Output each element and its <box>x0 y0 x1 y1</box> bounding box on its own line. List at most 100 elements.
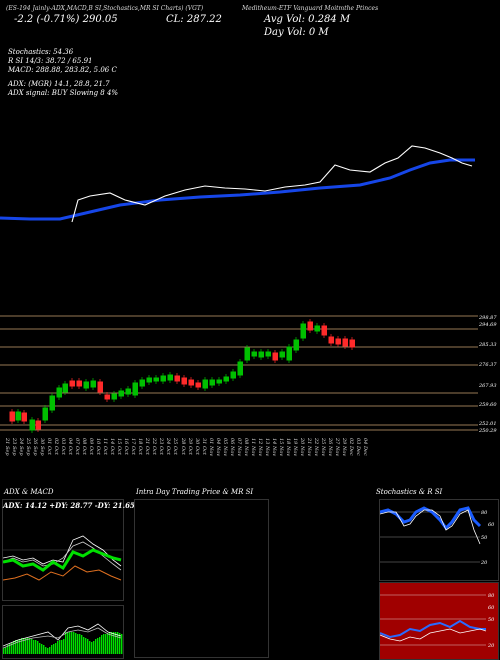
rsi-line <box>380 619 486 639</box>
candlestick <box>279 351 285 358</box>
adx-minus-di-line <box>3 565 122 581</box>
macd-histogram-bar <box>19 639 21 654</box>
candlestick <box>237 361 243 376</box>
date-tick-label: 08 Oct <box>81 438 88 455</box>
candlestick <box>307 321 313 331</box>
date-tick-label: 06 Nov <box>228 438 235 457</box>
date-tick-label: 29 Oct <box>186 438 193 455</box>
date-tick-label: 04 Oct <box>67 438 74 455</box>
candlestick <box>286 346 292 361</box>
macd-histogram-bar <box>55 643 57 654</box>
date-tick-label: 01 Oct <box>46 438 53 455</box>
date-tick-label: 15 Nov <box>277 438 284 457</box>
date-tick-label: 25 Nov <box>319 438 326 457</box>
macd-histogram-bar <box>27 638 29 654</box>
candlestick <box>69 380 75 387</box>
price-level-label: 250.29 <box>479 428 497 434</box>
macd-histogram-bar <box>69 632 71 654</box>
date-tick-label: 03 Dec <box>355 438 361 456</box>
adx-plus-di-line <box>3 548 122 572</box>
macd-histogram-bar <box>91 642 93 654</box>
date-tick-label: 05 Nov <box>221 438 228 457</box>
stochastics-readout: Stochastics: 54.36 <box>8 48 74 56</box>
macd-histogram-bar <box>51 645 53 654</box>
macd-histogram-bar <box>63 639 65 654</box>
macd-histogram-bar <box>29 638 31 654</box>
candlestick <box>174 375 180 382</box>
macd-histogram-bar <box>49 647 51 654</box>
price-level-label: 298.87 <box>479 315 497 321</box>
macd-histogram-bar <box>57 641 59 654</box>
header-top-line: (ES-194 Jainly-ADX,MACD,B SI,Stochastics… <box>6 5 204 12</box>
macd-histogram-bar <box>43 645 45 654</box>
candlestick <box>167 374 173 381</box>
macd-histogram-bar <box>31 639 33 654</box>
macd-histogram-bar <box>17 640 19 654</box>
macd-histogram-bar <box>23 638 25 654</box>
date-tick-label: 09 Oct <box>88 438 95 455</box>
date-tick-label: 21 Sep <box>4 438 10 456</box>
macd-histogram-bar <box>67 632 69 654</box>
macd-histogram-bar <box>11 643 13 654</box>
price-level-label: 267.93 <box>479 383 497 389</box>
adx-chart <box>3 535 123 581</box>
macd-histogram-bar <box>53 644 55 654</box>
macd-histogram-bar <box>39 643 41 654</box>
date-tick-label: 19 Nov <box>291 438 298 457</box>
candlestick <box>349 339 355 348</box>
candlestick <box>49 395 55 411</box>
price-level-label: 259.60 <box>479 402 497 408</box>
rsi-readout: R SI 14/3: 38.72 / 65.91 <box>8 57 93 65</box>
macd-histogram-bar <box>103 634 105 654</box>
macd-histogram-bar <box>41 644 43 654</box>
candlestick <box>272 352 278 361</box>
price-chart <box>0 145 478 433</box>
candlestick <box>56 387 62 398</box>
date-tick-label: 15 Oct <box>116 438 123 455</box>
price-level-label: 294.69 <box>479 322 497 328</box>
moving-average-line <box>0 158 475 221</box>
date-tick-label: 07 Nov <box>235 438 242 457</box>
candlestick <box>125 388 131 395</box>
day-change: -2.2 (-0.71%) 290.05 <box>14 14 118 25</box>
candlestick <box>104 394 110 400</box>
macd-histogram-bar <box>7 645 9 654</box>
date-tick-label: 29 Nov <box>340 438 347 457</box>
candlestick <box>160 375 166 382</box>
macd-histogram-bar <box>121 634 123 654</box>
macd-panel <box>2 605 124 659</box>
candlestick <box>342 338 348 347</box>
date-tick-label: 30 Oct <box>193 438 200 455</box>
candlestick <box>251 351 257 357</box>
intraday-panel-title: Intra Day Trading Price & MR SI <box>136 488 254 496</box>
macd-signal-line <box>3 627 122 649</box>
stoch-level-20: 20 <box>481 560 488 566</box>
candlestick <box>195 382 201 388</box>
stoch-k-line <box>380 506 482 531</box>
price-line <box>71 145 473 223</box>
date-tick-label: 04 Dec <box>362 438 369 456</box>
candlestick <box>153 377 159 382</box>
date-tick-label: 01 Nov <box>207 438 214 457</box>
rsi-level-20: 20 <box>488 643 495 649</box>
macd-line <box>3 623 122 647</box>
macd-histogram-bar <box>71 632 73 654</box>
candlestick <box>76 380 82 387</box>
macd-histogram-bar <box>111 632 113 654</box>
macd-histogram-bar <box>45 647 47 654</box>
macd-histogram-bar <box>75 633 77 654</box>
candlestick <box>29 419 35 431</box>
macd-histogram-bar <box>25 638 27 654</box>
macd-histogram-bar <box>81 635 83 654</box>
macd-histogram-bar <box>119 633 121 654</box>
candlestick <box>258 351 264 358</box>
date-tick-label: 23 Oct <box>158 438 165 455</box>
candlestick <box>21 412 27 422</box>
macd-histogram-bar <box>73 632 75 654</box>
candlestick <box>35 420 41 430</box>
macd-histogram-bar <box>89 641 91 654</box>
date-tick-label: 04 Nov <box>214 438 221 457</box>
candlestick <box>139 379 145 387</box>
date-tick-label: 12 Nov <box>256 438 263 457</box>
macd-histogram-bar <box>61 640 63 654</box>
